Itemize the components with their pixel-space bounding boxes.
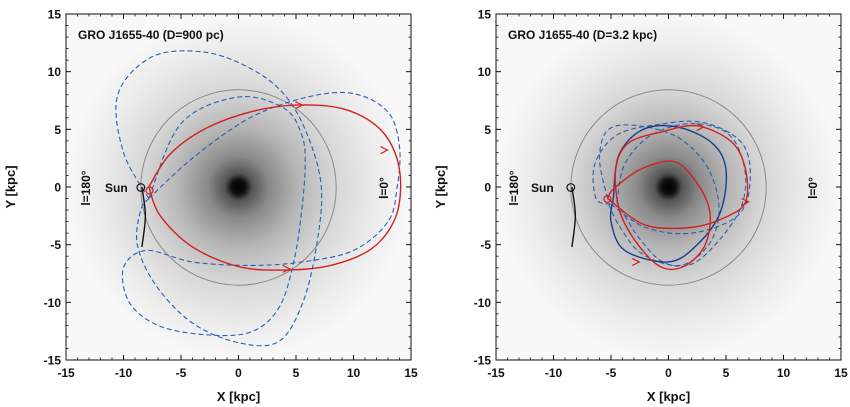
l180-label: l=180° [79,170,93,205]
y-tick-label: -5 [50,238,61,252]
orbit-solid-3 [141,186,147,248]
orbits [115,50,402,347]
orbit-dashed-1 [592,120,751,235]
y-axis-label: Y [kpc] [433,165,448,208]
y-tick-label: -15 [44,354,62,368]
l180-label: l=180° [507,170,521,205]
chart-title: GRO J1655-40 (D=900 pc) [78,28,224,42]
orbit-arrow-0 [295,101,304,110]
arrowheads [632,122,750,267]
orbit-solid-2 [148,104,402,271]
x-tick-label: -10 [115,366,133,380]
y-tick-label: 0 [484,181,491,195]
plot-background [496,14,841,360]
y-tick-label: -5 [480,238,491,252]
plot-background [66,14,411,360]
orbit-arrow-2 [282,264,292,273]
x-tick-label: -15 [487,366,505,380]
orbit-solid-5 [571,186,577,248]
x-axis: -15 -10 -5 0 5 10 15 [57,14,418,380]
orbit-solid-3 [609,124,728,263]
y-axis: 15 10 5 0 -5 -10 -15 [44,8,411,368]
orbit-arrow-1 [741,197,750,207]
y-tick-label: -10 [474,296,492,310]
y-tick-label: 10 [478,65,492,79]
x-tick-label: 0 [235,366,242,380]
y-tick-label: -10 [44,296,62,310]
orbit-arrow-2 [632,257,641,267]
orbit-solid-4 [606,124,749,271]
y-tick-label: 10 [48,65,62,79]
x-tick-label: 15 [834,366,848,380]
arrowheads [282,101,389,273]
x-axis-label: X [kpc] [647,389,690,404]
orbit-arrow-0 [696,122,706,132]
chart-title: GRO J1655-40 (D=3.2 kpc) [508,28,657,42]
solar-circle [570,89,767,286]
l0-label: l=0° [806,177,820,199]
sun-label: Sun [531,181,554,195]
y-tick-label: 5 [484,123,491,137]
x-tick-label: 10 [777,366,791,380]
y-tick-label: 5 [54,123,61,137]
x-tick-label: -5 [176,366,187,380]
orbit-dashed-2 [616,123,747,267]
panel-left: GRO J1655-40 (D=900 pc) Sun l=180° l=0° … [3,8,418,405]
x-tick-label: -15 [57,366,75,380]
x-tick-label: -10 [545,366,563,380]
orbit-dashed-0 [598,124,720,267]
x-tick-label: 5 [723,366,730,380]
sun-marker [566,183,576,192]
orbit-arrow-1 [380,146,389,155]
source-marker [145,186,154,195]
x-tick-label: 10 [347,366,361,380]
y-tick-label: 15 [48,8,62,22]
solar-circle [140,89,337,286]
x-axis-label: X [kpc] [217,389,260,404]
sun-label: Sun [105,181,128,195]
x-tick-label: 0 [665,366,672,380]
x-tick-label: 5 [293,366,300,380]
y-tick-label: 0 [54,181,61,195]
panel-right: GRO J1655-40 (D=3.2 kpc) Sun l=180° l=0°… [433,8,848,405]
y-axis: 15 10 5 0 -5 -10 -15 [474,8,841,368]
orbits [571,120,751,271]
sun-marker [136,183,146,192]
x-axis: -15 -10 -5 0 5 10 15 [487,14,848,380]
orbit-dashed-0 [115,50,323,347]
y-tick-label: -15 [474,354,492,368]
y-axis-label: Y [kpc] [3,165,18,208]
l0-label: l=0° [377,177,391,199]
source-marker [603,194,612,204]
y-tick-label: 15 [478,8,492,22]
orbit-dashed-1 [121,91,401,337]
x-tick-label: 15 [404,366,418,380]
x-tick-label: -5 [606,366,617,380]
